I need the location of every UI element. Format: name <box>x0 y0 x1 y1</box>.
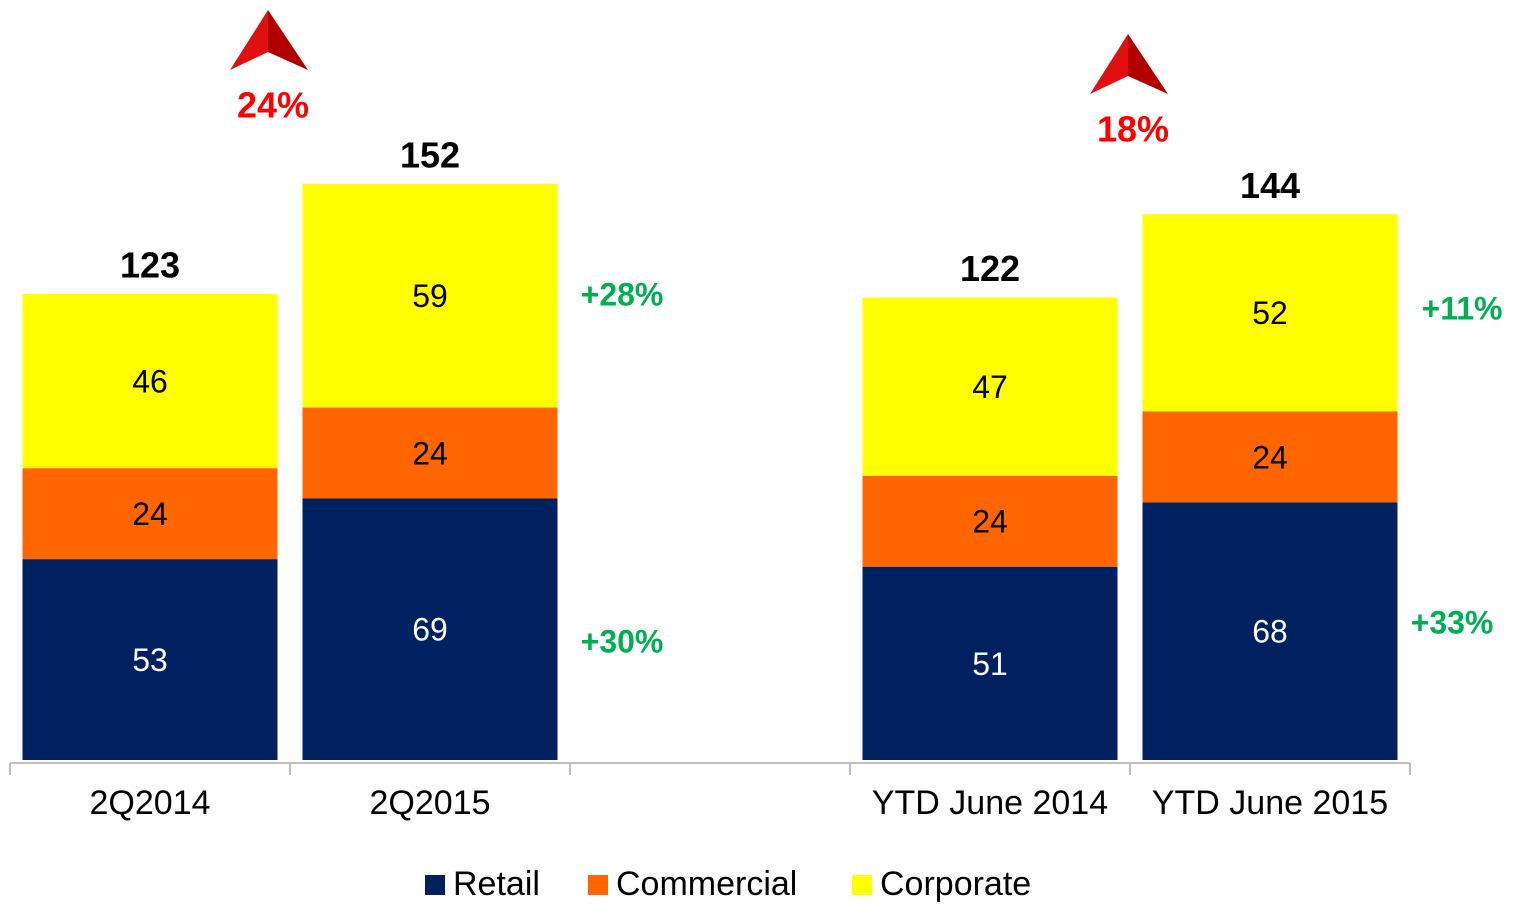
data-label: 51 <box>972 646 1008 682</box>
bar-segment <box>1142 214 1398 412</box>
x-tick-label: YTD June 2015 <box>1152 784 1388 822</box>
legend-label: Corporate <box>880 865 1031 902</box>
bar-segment <box>862 297 1118 476</box>
total-label: 123 <box>120 244 180 285</box>
bar-segment <box>1142 502 1398 760</box>
data-label: 46 <box>132 363 168 399</box>
data-label: 24 <box>412 435 448 471</box>
data-label: 59 <box>412 278 448 314</box>
bar-segment <box>22 293 278 469</box>
change-label: +30% <box>581 623 664 659</box>
bar-segment <box>302 498 558 760</box>
bar-segment <box>302 407 558 499</box>
data-label: 47 <box>972 369 1008 405</box>
change-label: +33% <box>1411 604 1494 640</box>
legend-label: Commercial <box>616 865 797 902</box>
legend-label: Retail <box>453 865 540 902</box>
x-tick-label: YTD June 2014 <box>872 784 1108 822</box>
bar-segment <box>22 468 278 560</box>
data-label: 24 <box>132 496 168 532</box>
x-tick-label: 2Q2015 <box>370 784 491 822</box>
growth-arrow <box>1090 34 1168 94</box>
data-label: 24 <box>1252 439 1288 475</box>
total-label: 144 <box>1240 165 1300 206</box>
data-label: 68 <box>1252 614 1288 650</box>
growth-label: 18% <box>1097 109 1169 150</box>
growth-arrow <box>230 10 308 70</box>
total-label: 152 <box>400 134 460 175</box>
total-label: 122 <box>960 248 1020 289</box>
bar-segment <box>862 475 1118 567</box>
legend-swatch <box>425 875 445 895</box>
bar-segment <box>302 183 558 408</box>
legend-swatch <box>852 875 872 895</box>
data-label: 52 <box>1252 295 1288 331</box>
bar-segment <box>1142 411 1398 503</box>
x-tick-label: 2Q2014 <box>90 784 211 822</box>
data-label: 53 <box>132 642 168 678</box>
data-label: 69 <box>412 612 448 648</box>
change-label: +28% <box>581 276 664 312</box>
change-label: +11% <box>1422 290 1503 326</box>
bar-segment <box>22 559 278 760</box>
growth-label: 24% <box>237 85 309 126</box>
legend-swatch <box>588 875 608 895</box>
bar-segment <box>862 566 1118 760</box>
data-label: 24 <box>972 504 1008 540</box>
